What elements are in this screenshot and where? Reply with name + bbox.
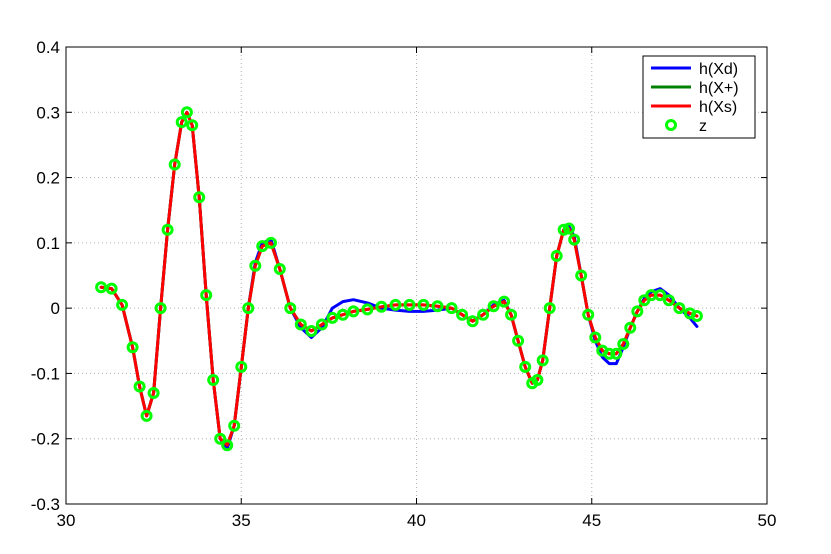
- data-point: [477, 308, 490, 321]
- data-point: [228, 419, 241, 432]
- data-point: [315, 318, 328, 331]
- data-point: [95, 281, 108, 294]
- data-point: [105, 282, 118, 295]
- data-point: [375, 300, 388, 313]
- data-point: [207, 374, 220, 386]
- y-tick-label: 0.2: [36, 169, 60, 188]
- data-point: [361, 303, 374, 316]
- data-point: [456, 308, 469, 321]
- y-tick-label: 0.3: [36, 103, 60, 122]
- data-point: [568, 233, 581, 246]
- data-point: [673, 302, 686, 315]
- data-point: [294, 318, 307, 331]
- data-point: [180, 106, 193, 119]
- legend-entry: h(X+): [651, 80, 739, 97]
- y-tick-label: -0.3: [31, 495, 60, 514]
- data-point: [147, 387, 160, 399]
- y-tick-label: 0.4: [36, 38, 60, 57]
- data-point: [154, 302, 167, 315]
- data-point: [575, 269, 588, 282]
- legend-entry: z: [665, 118, 707, 135]
- data-point: [505, 308, 518, 321]
- data-point: [603, 347, 616, 360]
- series-layer: [95, 106, 703, 452]
- legend-label: h(Xd): [699, 61, 738, 78]
- data-point: [610, 347, 623, 360]
- data-point: [617, 338, 630, 350]
- data-point: [519, 360, 532, 373]
- legend-entry: h(Xd): [651, 61, 738, 78]
- data-point: [193, 191, 206, 204]
- data-point: [403, 298, 416, 311]
- data-point: [512, 334, 525, 347]
- series-4: [95, 106, 703, 452]
- data-point: [631, 305, 644, 318]
- data-point: [431, 300, 444, 313]
- data-point: [487, 300, 500, 313]
- x-tick-label: 30: [57, 511, 76, 530]
- data-point: [543, 302, 556, 315]
- y-tick-label: -0.1: [31, 364, 60, 383]
- data-point: [445, 302, 458, 315]
- data-point: [161, 223, 174, 236]
- data-point: [168, 158, 181, 171]
- axis-ticks: 30 35 40 45 50 -0.3 -0.2 -0.1 0 0.1 0.2 0.3 0.4: [31, 38, 777, 530]
- legend: h(Xd) h(X+) h(Xs) z: [642, 55, 756, 139]
- y-tick-label: 0.1: [36, 234, 60, 253]
- data-point: [389, 298, 402, 311]
- x-tick-label: 45: [582, 511, 601, 530]
- x-tick-label: 50: [758, 511, 777, 530]
- data-point: [235, 360, 248, 373]
- legend-label: h(X+): [699, 80, 739, 97]
- data-point: [221, 439, 234, 452]
- data-point: [624, 321, 637, 334]
- data-point: [550, 249, 563, 262]
- data-point: [589, 331, 602, 344]
- y-tick-label: -0.2: [31, 430, 60, 449]
- data-point: [662, 294, 675, 307]
- data-point: [214, 432, 227, 445]
- data-point: [531, 374, 544, 386]
- data-point: [557, 223, 570, 236]
- data-point: [336, 308, 349, 321]
- x-tick-label: 35: [232, 511, 251, 530]
- data-point: [305, 325, 318, 337]
- data-point: [417, 298, 430, 311]
- data-point: [498, 295, 511, 308]
- data-point: [284, 302, 297, 315]
- data-point: [347, 305, 360, 318]
- data-point: [273, 263, 286, 275]
- y-tick-label: 0: [51, 299, 60, 318]
- data-point: [563, 222, 575, 235]
- data-point: [265, 236, 277, 249]
- data-point: [654, 289, 667, 302]
- data-point: [466, 315, 479, 328]
- data-point: [536, 354, 549, 367]
- data-point: [242, 302, 255, 315]
- legend-label: z: [699, 118, 707, 135]
- data-point: [133, 380, 146, 393]
- legend-box: [642, 55, 756, 139]
- legend-entry: h(Xs): [651, 99, 737, 116]
- legend-label: h(Xs): [699, 99, 737, 116]
- data-point: [126, 341, 139, 354]
- data-point: [200, 289, 213, 302]
- data-point: [690, 310, 703, 322]
- data-point: [249, 259, 262, 272]
- data-point: [116, 298, 129, 311]
- x-tick-label: 40: [407, 511, 426, 530]
- data-point: [175, 116, 188, 129]
- data-point: [326, 311, 339, 324]
- data-point: [186, 119, 199, 132]
- legend-swatch: [665, 119, 677, 131]
- data-point: [140, 409, 153, 422]
- data-point: [582, 308, 595, 321]
